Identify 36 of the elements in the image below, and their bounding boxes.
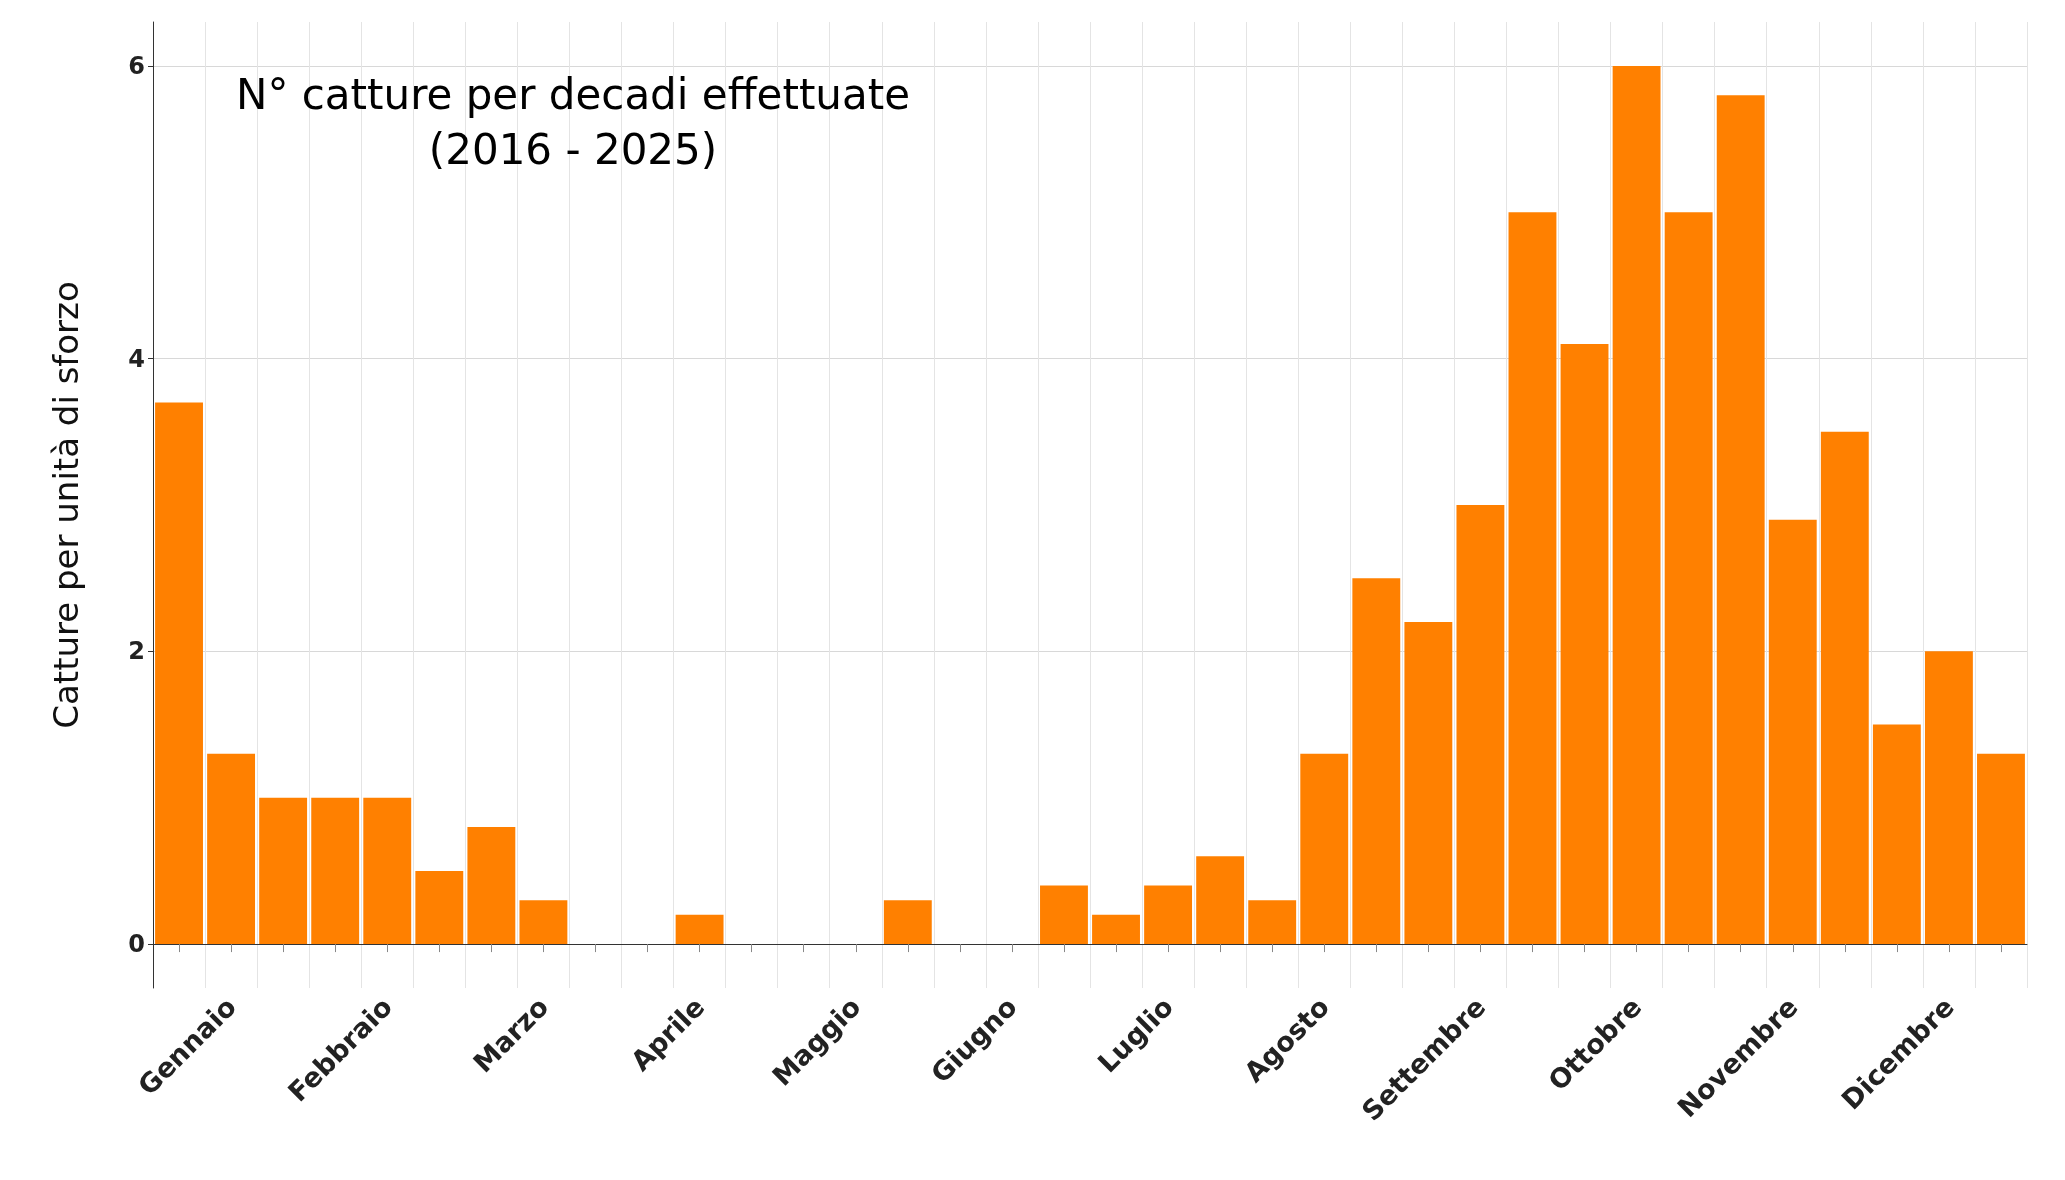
bar [1924,651,1973,945]
bar [1456,505,1505,945]
bar [1664,212,1713,945]
text: N° catture per decadi effettuate [235,69,911,119]
bar [1248,900,1297,945]
bar [1977,753,2025,945]
bar [1872,724,1921,945]
bar [259,797,308,945]
y-tick-label: 0 [128,930,145,959]
bar [1820,431,1869,945]
bar [311,797,360,945]
y-tick-label: 2 [128,637,145,666]
bar [675,914,724,945]
text: (2016 - 2025) [428,124,718,174]
bar [883,900,932,945]
y-tick-label: 6 [128,51,145,80]
bar [1352,578,1401,945]
bar [1300,753,1349,945]
bar [207,753,256,945]
bar [155,402,203,945]
y-axis-title: Catture per unità di sforzo [46,281,86,729]
bar [1040,885,1088,945]
bar [415,870,464,945]
bar [1768,519,1817,945]
bar [1404,622,1453,945]
bar [1196,856,1245,945]
bar [519,900,568,945]
bar [1612,65,1661,945]
bar [1144,885,1193,945]
bar [1716,95,1765,945]
bar [1560,344,1609,945]
y-tick-label: 4 [128,344,145,373]
bar [1092,914,1140,945]
bar [363,797,412,945]
bar [467,827,516,945]
bar [1508,212,1557,945]
